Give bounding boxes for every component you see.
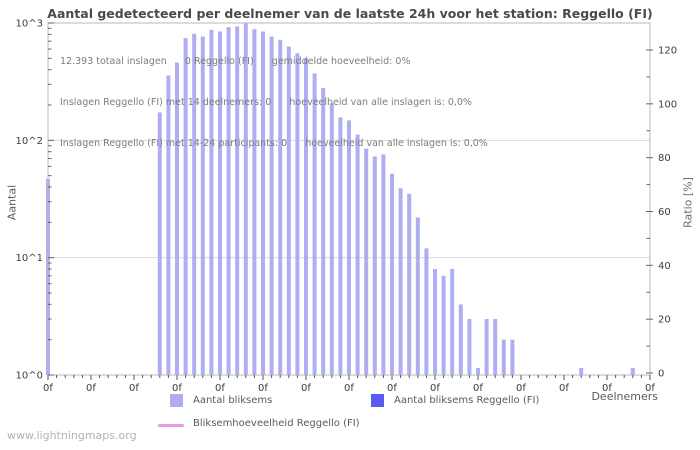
x-tick-label: 0f [387,383,397,394]
bar [209,29,214,376]
bar [364,148,369,375]
annotation-line-participants: Inslagen Reggello (FI) met 14-24 partici… [60,138,488,150]
bar [630,368,635,375]
bar [183,38,188,375]
x-tick-label: 0f [516,383,526,394]
bar [450,269,455,375]
legend-label-bliksemhoeveelheid: Bliksemhoeveelheid Reggello (FI) [193,418,360,429]
legend-line-bliksemhoeveelheid [158,424,184,427]
y-left-tick-label: 10^3 [16,19,43,30]
x-tick-label: 0f [43,383,53,394]
bar [269,36,274,375]
y-right-tick-label: 60 [658,207,671,218]
y-right-tick-label: 0 [658,369,664,380]
x-tick-label: 0f [172,383,182,394]
bar [355,134,360,375]
legend-swatch-aantal-bliksems-reggello [371,394,384,407]
bar [329,103,334,376]
y-left-tick-label: 10^0 [16,371,43,382]
y-right-tick-label: 20 [658,315,671,326]
legend-label-aantal-bliksems: Aantal bliksems [193,395,273,406]
bar [424,248,429,375]
bar [295,53,300,375]
y-right-tick-label: 80 [658,153,671,164]
y-right-tick-label: 120 [658,46,677,57]
chart-title: Aantal gedetecteerd per deelnemer van de… [47,6,653,21]
bar [407,193,412,375]
y-left-tick-label: 10^2 [16,136,43,147]
y-axis-left-label: Aantal [5,184,19,221]
bar [200,36,205,375]
bar [192,33,197,376]
bar [166,75,171,375]
x-tick-label: 0f [645,383,655,394]
annotation-line-totals: 12.393 totaal inslagen 0 Reggello (FI) g… [60,55,411,67]
bar [510,339,515,375]
bar [467,319,472,375]
x-tick-label: 0f [301,383,311,394]
bar [243,23,248,376]
bar [321,87,326,376]
bar [476,368,480,375]
bar [312,73,317,376]
x-tick-label: 0f [215,383,225,394]
bar [381,154,386,375]
bar [175,62,179,375]
x-tick-label: 0f [602,383,612,394]
x-tick-label: 0f [86,383,96,394]
x-tick-label: 0f [430,383,440,394]
bar [398,188,403,375]
bar [304,58,308,376]
y-axis-right-label: Ratio [%] [681,177,695,228]
bar [579,368,584,375]
watermark: www.lightningmaps.org [7,429,137,442]
bar [501,339,506,375]
bar [338,117,343,376]
y-right-tick-label: 40 [658,261,671,272]
x-tick-label: 0f [473,383,483,394]
y-right-tick-label: 100 [658,99,677,110]
bar [484,319,489,375]
bar [278,39,283,376]
x-axis-label: Deelnemers [591,390,658,403]
bar [252,29,257,375]
bar [261,31,265,375]
bar [441,275,446,375]
legend-swatch-aantal-bliksems [170,394,183,407]
x-tick-label: 0f [258,383,268,394]
x-tick-label: 0f [129,383,139,394]
bar [286,46,291,375]
x-tick-label: 0f [344,383,354,394]
bar [157,112,162,376]
bar [372,156,377,375]
annotation-block: 12.393 totaal inslagen 0 Reggello (FI) g… [60,27,488,179]
bar [226,27,231,375]
bar [415,217,420,375]
bar [390,173,394,375]
annotation-line-station: Inslagen Reggello (FI) met 14 deelnemers… [60,96,472,108]
legend-label-aantal-bliksems-reggello: Aantal bliksems Reggello (FI) [394,395,540,406]
bar [347,120,351,376]
bar [218,31,222,375]
bar [458,304,463,375]
bar [493,319,498,375]
x-tick-label: 0f [559,383,569,394]
bar [235,26,240,375]
y-left-tick-label: 10^1 [16,253,43,264]
bar [433,269,437,375]
